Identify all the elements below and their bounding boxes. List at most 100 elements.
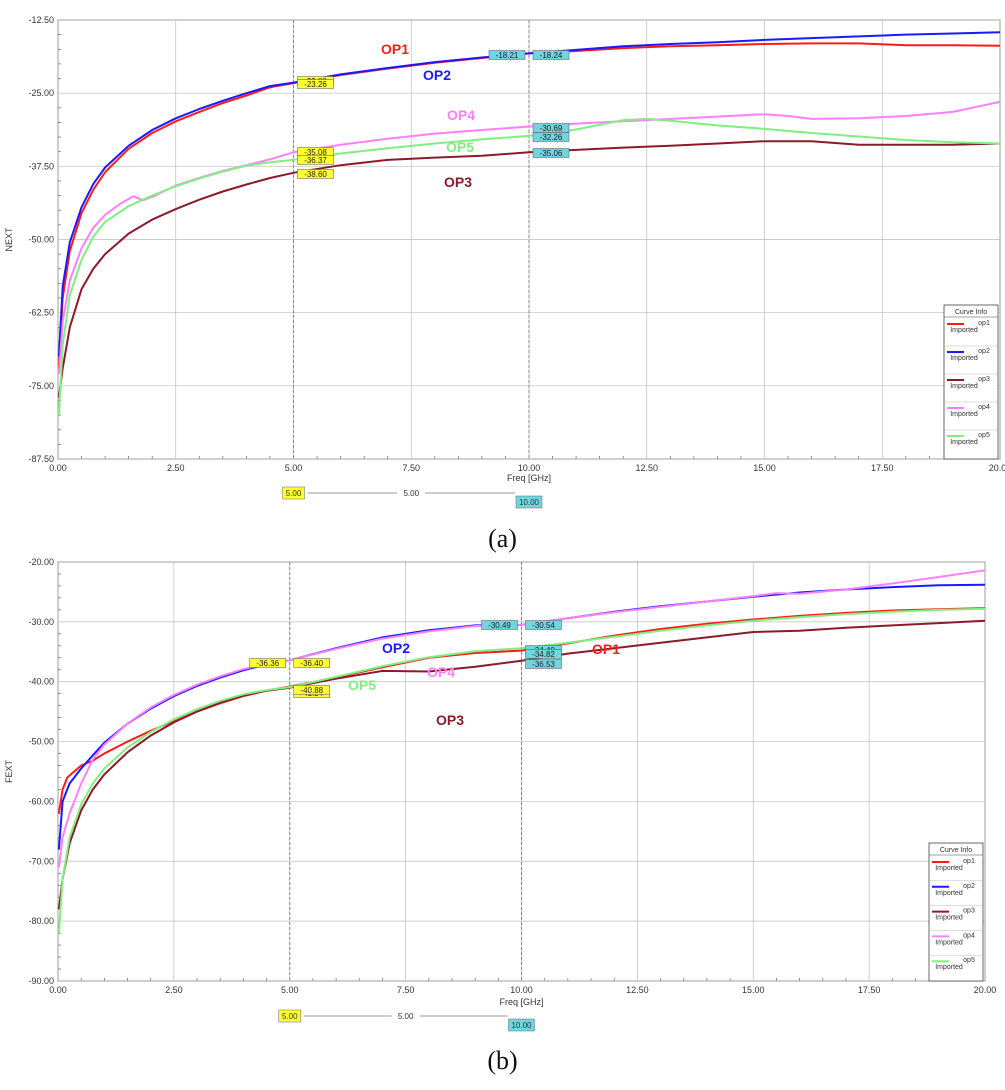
curve-label-op4: OP4 bbox=[427, 664, 455, 680]
x-tick-label: 12.50 bbox=[626, 985, 649, 995]
y-tick-label: -50.00 bbox=[28, 737, 54, 747]
curve-label-op1: OP1 bbox=[592, 641, 620, 657]
legend-entry-sub: Imported bbox=[935, 939, 963, 946]
x-tick-label: 5.00 bbox=[281, 985, 299, 995]
legend-entry-sub: Imported bbox=[935, 865, 963, 872]
series-line-op3 bbox=[57, 619, 986, 910]
curve-label-op3: OP3 bbox=[436, 712, 464, 728]
marker-tag bbox=[525, 620, 562, 630]
x-tick-label: 17.50 bbox=[871, 463, 894, 473]
chart-panel-a: 0.00 2.50 5.00 7.50 10.00 12.50 15.00 17.50 20.0… bbox=[4, 15, 1005, 509]
series-line-op5 bbox=[57, 607, 986, 934]
x-tick-label: 2.50 bbox=[167, 463, 185, 473]
delta-mid-bg bbox=[397, 487, 426, 499]
delta-mid-label: 5.00 bbox=[398, 1012, 414, 1021]
x-tick-label: 20.00 bbox=[974, 985, 997, 995]
legend-entry-sub: Imported bbox=[950, 355, 978, 362]
x-axis-title: Freq [GHz] bbox=[507, 473, 551, 483]
marker-value: -18.24 bbox=[540, 51, 563, 60]
y-tick-label: -30.00 bbox=[28, 617, 54, 627]
marker-value: -35.06 bbox=[540, 149, 563, 158]
x-tick-label: 20.00 bbox=[989, 463, 1005, 473]
y-axis-title: NEXT bbox=[4, 227, 14, 252]
legend-title: Curve Info bbox=[940, 847, 972, 854]
x-tick-label: 0.00 bbox=[49, 463, 67, 473]
y-tick-label: -60.00 bbox=[28, 796, 54, 806]
marker-tag bbox=[525, 649, 562, 659]
x-tick-label: 2.50 bbox=[165, 985, 183, 995]
x-tick-label: 5.00 bbox=[285, 463, 303, 473]
delta-mid-bg bbox=[391, 1010, 420, 1022]
marker-tag bbox=[532, 50, 570, 60]
chart-panel-b: 0.00 2.50 5.00 7.50 10.00 12.50 15.00 17.50 20.0… bbox=[4, 557, 997, 1032]
marker-tag bbox=[293, 658, 330, 668]
curve-label-op5: OP5 bbox=[446, 139, 474, 155]
curve-label-op2: OP2 bbox=[382, 640, 410, 656]
legend-entry-sub: Imported bbox=[935, 964, 963, 971]
curve-label-op5: OP5 bbox=[348, 677, 376, 693]
marker-tag bbox=[525, 659, 562, 669]
legend-title: Curve Info bbox=[955, 309, 987, 316]
curve-label-op4: OP4 bbox=[447, 107, 475, 123]
legend-entry-sub: Imported bbox=[950, 439, 978, 446]
delta-left-label: 5.00 bbox=[282, 1012, 298, 1021]
series-line-op5 bbox=[57, 117, 1001, 416]
x-tick-label: 7.50 bbox=[397, 985, 415, 995]
delta-right-box bbox=[508, 1018, 535, 1032]
legend-box: Curve Infoop1Importedop2Importedop3Impor… bbox=[943, 304, 999, 460]
caption-b: (b) bbox=[487, 1046, 518, 1075]
x-tick-label: 12.50 bbox=[635, 463, 658, 473]
delta-right-box bbox=[515, 495, 543, 509]
y-tick-label: -40.00 bbox=[28, 677, 54, 687]
marker-tag bbox=[293, 685, 330, 695]
marker-value: -18.21 bbox=[496, 51, 519, 60]
delta-right-label: 10.00 bbox=[511, 1021, 532, 1030]
marker-tag bbox=[297, 79, 334, 89]
caption-a: (a) bbox=[488, 524, 517, 553]
curve-label-op3: OP3 bbox=[444, 174, 472, 190]
marker-tag bbox=[481, 620, 518, 630]
marker-value: -36.37 bbox=[304, 156, 327, 165]
legend-entry-op4: op4 bbox=[978, 404, 990, 411]
y-axis-title: FEXT bbox=[4, 760, 14, 784]
delta-left-box bbox=[282, 486, 305, 500]
legend-entry-op1: op1 bbox=[963, 858, 975, 865]
x-tick-label: 17.50 bbox=[858, 985, 881, 995]
marker-tag bbox=[532, 132, 570, 142]
delta-left-box bbox=[278, 1009, 301, 1023]
marker-tag bbox=[532, 148, 570, 158]
y-tick-label: -12.50 bbox=[28, 15, 54, 25]
x-tick-label: 7.50 bbox=[402, 463, 420, 473]
x-axis-title: Freq [GHz] bbox=[499, 997, 543, 1007]
legend-entry-op4: op4 bbox=[963, 932, 975, 939]
legend-entry-sub: Imported bbox=[935, 890, 963, 897]
x-tick-label: 15.00 bbox=[742, 985, 765, 995]
legend-entry-op3: op3 bbox=[978, 376, 990, 383]
y-tick-label: -62.50 bbox=[28, 308, 54, 318]
legend-frame bbox=[943, 304, 999, 460]
marker-value: -30.54 bbox=[532, 621, 555, 630]
y-tick-label: -90.00 bbox=[28, 976, 54, 986]
x-tick-label: 10.00 bbox=[518, 463, 541, 473]
marker-value: -30.49 bbox=[488, 621, 511, 630]
legend-entry-op5: op5 bbox=[963, 957, 975, 964]
series-line-op4 bbox=[57, 569, 986, 868]
delta-right-label: 10.00 bbox=[519, 498, 540, 507]
marker-tag bbox=[249, 658, 286, 668]
marker-tag bbox=[297, 169, 334, 179]
marker-value: -38.60 bbox=[304, 170, 327, 179]
y-tick-label: -25.00 bbox=[28, 88, 54, 98]
marker-value: -23.26 bbox=[304, 80, 327, 89]
legend-entry-sub: Imported bbox=[950, 327, 978, 334]
y-tick-label: -80.00 bbox=[28, 916, 54, 926]
delta-mid-label: 5.00 bbox=[403, 489, 419, 498]
marker-value: -40.88 bbox=[300, 686, 323, 695]
x-tick-label: 0.00 bbox=[49, 985, 67, 995]
y-tick-label: -70.00 bbox=[28, 856, 54, 866]
y-tick-label: -37.50 bbox=[28, 161, 54, 171]
marker-value: -35.08 bbox=[304, 148, 327, 157]
marker-value: -30.69 bbox=[540, 124, 563, 133]
legend-entry-op1: op1 bbox=[978, 320, 990, 327]
marker-tag bbox=[297, 155, 334, 165]
